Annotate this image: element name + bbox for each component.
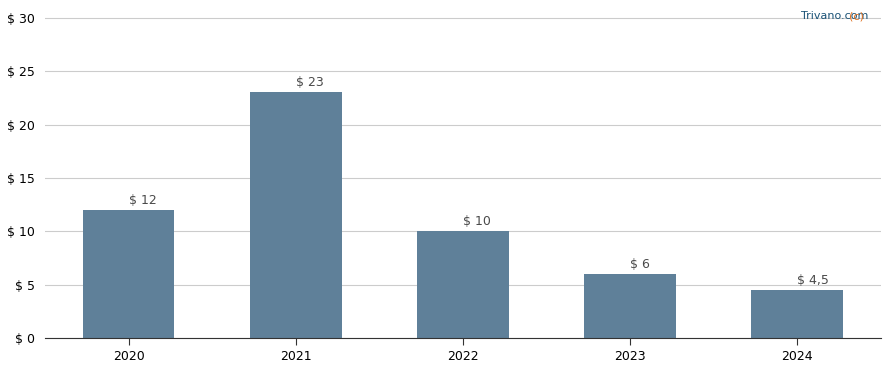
Text: $ 12: $ 12 xyxy=(129,194,156,207)
Text: (c): (c) xyxy=(849,11,868,21)
Bar xyxy=(83,210,174,338)
Text: $ 10: $ 10 xyxy=(463,215,491,228)
Bar xyxy=(416,231,509,338)
Text: $ 23: $ 23 xyxy=(296,76,323,89)
Text: $ 4,5: $ 4,5 xyxy=(797,274,829,287)
Text: Trivano.com: Trivano.com xyxy=(801,11,868,21)
Text: $ 6: $ 6 xyxy=(630,258,650,271)
Bar xyxy=(584,274,676,338)
Bar xyxy=(250,92,342,338)
Bar xyxy=(751,290,843,338)
